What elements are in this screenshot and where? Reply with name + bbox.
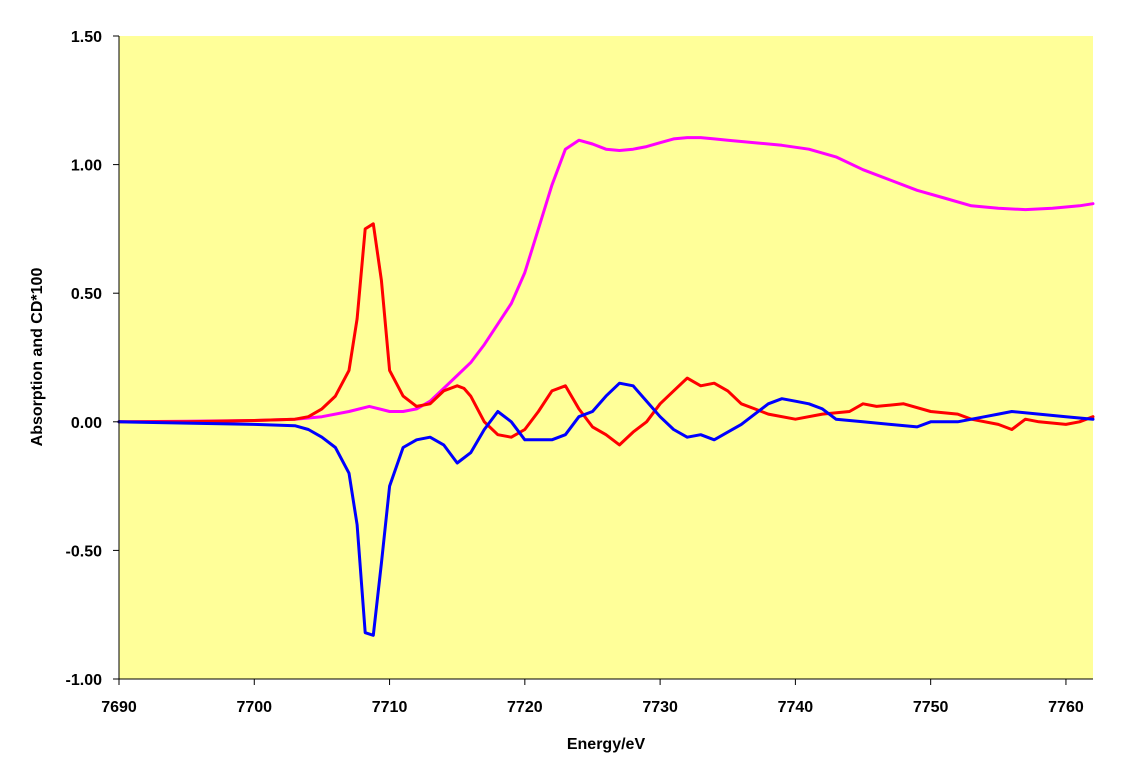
x-tick-label: 7690 [101, 699, 137, 716]
y-tick-label: 0.00 [71, 415, 102, 432]
y-axis-title: Absorption and CD*100 [29, 268, 46, 447]
x-tick-label: 7700 [236, 699, 272, 716]
y-tick-label: -1.00 [66, 672, 103, 689]
series-line-3 [117, 381, 1095, 637]
y-tick-label: -0.50 [66, 543, 103, 560]
y-tick-label: 0.50 [71, 286, 102, 303]
series-line-1 [117, 136, 1095, 424]
x-tick-label: 7710 [372, 699, 408, 716]
x-tick-label: 7730 [642, 699, 678, 716]
series-layer [117, 136, 1095, 637]
plot-area [119, 36, 1093, 679]
x-tick-label: 7750 [913, 699, 949, 716]
x-tick-label: 7740 [778, 699, 814, 716]
y-tick-label: 1.00 [71, 158, 102, 175]
y-ticks: -1.00 -0.50 0.00 0.50 1.00 1.50 [66, 29, 119, 689]
x-tick-label: 7760 [1048, 699, 1084, 716]
y-tick-label: 1.50 [71, 29, 102, 46]
series-line-2 [117, 222, 1095, 447]
x-axis-title: Energy/eV [567, 736, 646, 753]
x-tick-label: 7720 [507, 699, 543, 716]
x-ticks: 7690 7700 7710 7720 7730 7740 7750 7760 [101, 679, 1084, 716]
